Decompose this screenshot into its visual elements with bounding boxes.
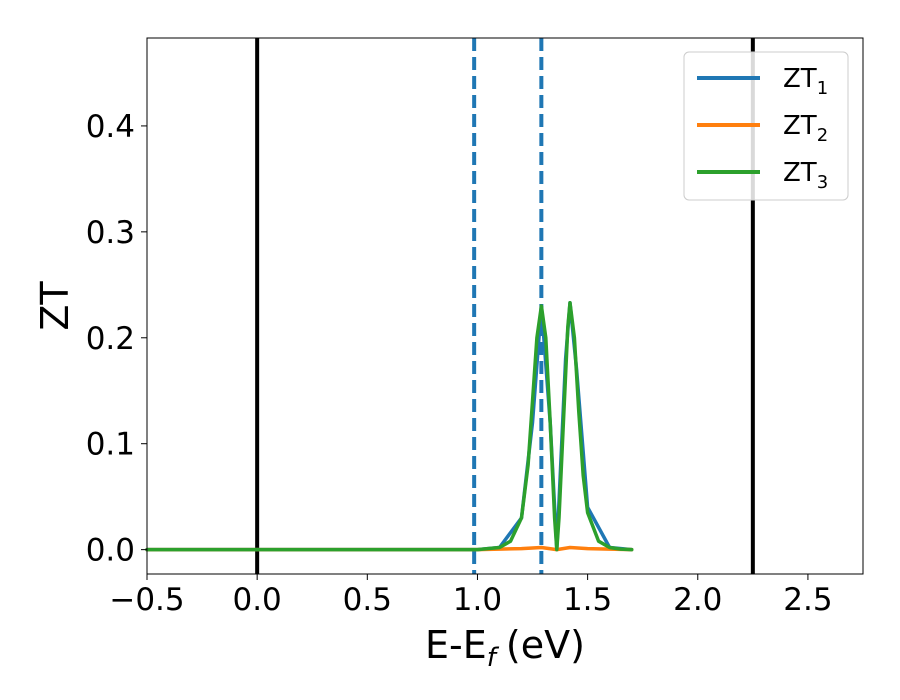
series-line-zt3 (145, 301, 634, 552)
x-tick-label: −0.5 (109, 582, 184, 618)
plot-frame (146, 37, 864, 575)
x-axis-label-subscript: f (487, 643, 500, 673)
y-tick-label: 0.2 (86, 321, 135, 357)
series-lines (145, 301, 634, 552)
legend-label-zt2: ZT2 (783, 111, 828, 146)
y-tick-label: 0.0 (86, 533, 135, 569)
x-tick-label: 2.0 (673, 582, 722, 618)
legend-items: ZT1 ZT2 ZT3 (697, 64, 828, 193)
y-axis-ticks: 0.0 0.1 0.2 0.3 0.4 (86, 109, 147, 569)
x-axis-label-unit: (eV) (506, 623, 585, 667)
x-tick-label: 1.0 (453, 582, 502, 618)
x-axis-ticks: −0.5 0.0 0.5 1.0 1.5 2.0 2.5 (109, 574, 833, 618)
legend-label-zt1: ZT1 (783, 64, 828, 99)
x-tick-label: 2.5 (783, 582, 832, 618)
y-tick-label: 0.1 (86, 427, 135, 463)
y-axis-label: ZT (33, 281, 77, 331)
x-tick-label: 0.5 (343, 582, 392, 618)
y-tick-label: 0.3 (86, 215, 135, 251)
x-axis-label: E-Ef (eV) (425, 623, 585, 673)
x-tick-label: 1.5 (563, 582, 612, 618)
y-tick-label: 0.4 (86, 109, 135, 145)
legend-box (683, 51, 849, 201)
x-axis-label-main: E-E (425, 623, 487, 667)
legend-label-zt3: ZT3 (783, 158, 828, 193)
x-tick-label: 0.0 (232, 582, 281, 618)
legend: ZT1 ZT2 ZT3 (683, 51, 849, 201)
